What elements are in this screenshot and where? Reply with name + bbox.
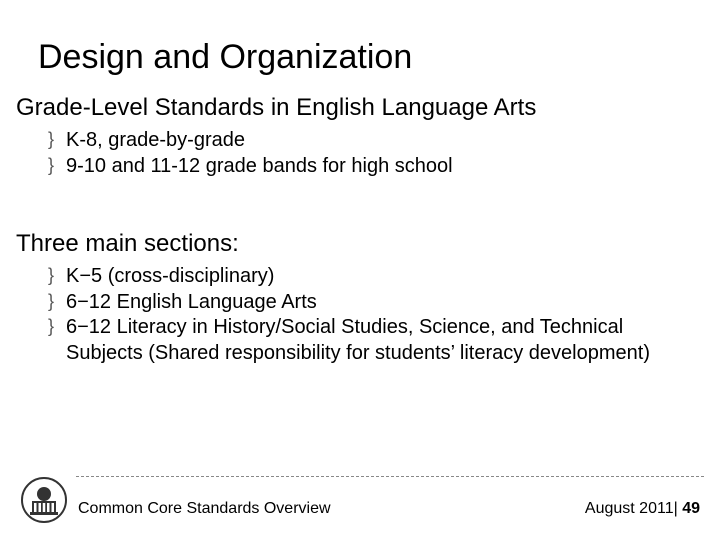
footer-divider — [76, 476, 704, 477]
section-three-main: Three main sections: K−5 (cross-discipli… — [16, 230, 696, 366]
footer-left-text: Common Core Standards Overview — [78, 500, 331, 518]
list-item: K−5 (cross-disciplinary) — [48, 264, 696, 290]
footer-right-text: August 2011| 49 — [585, 500, 700, 518]
slide-title: Design and Organization — [38, 38, 412, 77]
footer: Common Core Standards Overview August 20… — [16, 482, 704, 522]
list-item: 6−12 Literacy in History/Social Studies,… — [48, 315, 696, 366]
list-item: 9-10 and 11-12 grade bands for high scho… — [48, 154, 696, 180]
footer-logo-icon — [20, 476, 68, 524]
slide: Design and Organization Grade-Level Stan… — [0, 0, 720, 540]
footer-sep: | — [674, 500, 683, 517]
footer-date: August 2011 — [585, 500, 674, 517]
footer-page-number: 49 — [682, 500, 700, 517]
section-heading: Grade-Level Standards in English Languag… — [16, 94, 696, 122]
section-grade-level: Grade-Level Standards in English Languag… — [16, 94, 696, 179]
list-item: 6−12 English Language Arts — [48, 290, 696, 316]
section-heading: Three main sections: — [16, 230, 696, 258]
bullet-list-2: K−5 (cross-disciplinary) 6−12 English La… — [16, 264, 696, 366]
bullet-list-1: K-8, grade-by-grade 9-10 and 11-12 grade… — [16, 128, 696, 179]
list-item: K-8, grade-by-grade — [48, 128, 696, 154]
